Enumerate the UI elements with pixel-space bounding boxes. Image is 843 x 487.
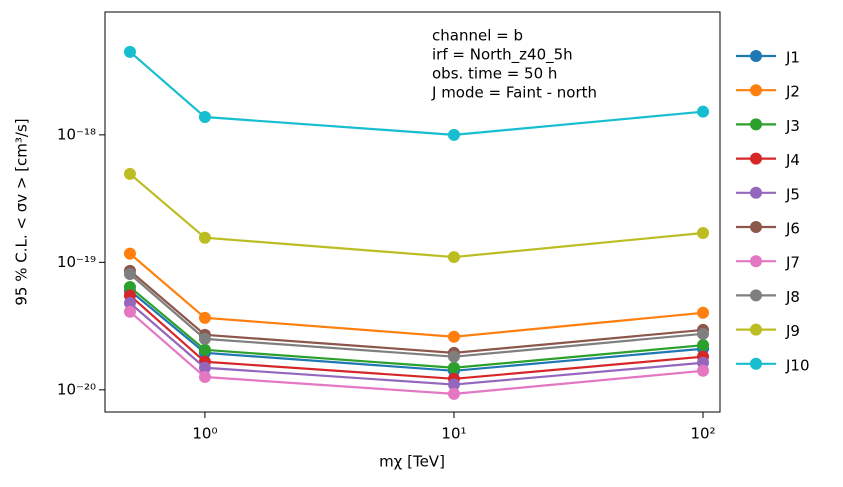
legend-marker [750, 255, 762, 268]
marker [697, 226, 710, 239]
marker [697, 339, 710, 352]
series-line [129, 289, 704, 372]
legend-label: J10 [785, 356, 810, 374]
marker [198, 343, 211, 356]
annotation: irf = North_z40_5h [432, 46, 573, 65]
series-line [129, 310, 704, 395]
y-tick-label: 10⁻¹⁹ [57, 253, 96, 271]
series-line [129, 252, 704, 338]
series-line [129, 173, 704, 259]
legend-marker [750, 289, 762, 302]
marker [447, 251, 460, 264]
marker [697, 306, 710, 319]
series-line [129, 286, 704, 369]
annotation: obs. time = 50 h [432, 65, 557, 83]
marker [697, 327, 710, 340]
x-axis-label: mχ [TeV] [379, 453, 445, 471]
series-line [129, 302, 704, 386]
marker [198, 231, 211, 244]
marker [697, 105, 710, 118]
marker [123, 305, 136, 318]
plot-frame [104, 11, 721, 413]
series-line [129, 294, 704, 380]
annotation: channel = b [432, 27, 523, 45]
legend-marker [750, 357, 762, 370]
legend-label: J6 [785, 220, 800, 238]
marker [447, 330, 460, 343]
marker [198, 332, 211, 345]
legend-label: J9 [785, 322, 800, 340]
marker [198, 361, 211, 374]
series-line [129, 270, 704, 354]
marker [447, 350, 460, 363]
x-tick-label: 10¹ [441, 425, 466, 443]
legend-label: J5 [785, 185, 800, 203]
marker [123, 45, 136, 58]
legend-marker [750, 323, 762, 336]
marker [198, 371, 211, 384]
legend-label: J2 [785, 83, 800, 101]
marker [123, 167, 136, 180]
x-tick-label: 10⁰ [192, 425, 217, 443]
legend-marker [750, 186, 762, 199]
legend-marker [750, 50, 762, 62]
marker [198, 111, 211, 124]
legend-label: J1 [785, 49, 800, 67]
marker [123, 281, 136, 294]
annotation: J mode = Faint - north [431, 84, 597, 102]
marker [447, 378, 460, 391]
y-axis-label: 95 % C.L. < σv > [cm³/s] [13, 118, 31, 305]
marker [697, 364, 710, 377]
legend-marker [750, 84, 762, 97]
marker [123, 268, 136, 281]
series-line [129, 273, 704, 358]
marker [447, 128, 460, 141]
marker [123, 247, 136, 260]
legend-label: J7 [785, 254, 800, 272]
marker [447, 361, 460, 374]
marker [198, 311, 211, 324]
legend-marker [750, 152, 762, 165]
legend-label: J8 [785, 288, 800, 306]
y-tick-label: 10⁻²⁰ [57, 380, 96, 398]
marker [447, 387, 460, 400]
legend-label: J3 [785, 117, 800, 135]
legend-label: J4 [785, 151, 800, 169]
series-line [129, 51, 704, 136]
legend-marker [750, 221, 762, 233]
y-tick-label: 10⁻¹⁸ [57, 125, 96, 143]
x-tick-label: 10² [690, 425, 715, 443]
marker [123, 296, 136, 309]
legend-marker [750, 118, 762, 131]
